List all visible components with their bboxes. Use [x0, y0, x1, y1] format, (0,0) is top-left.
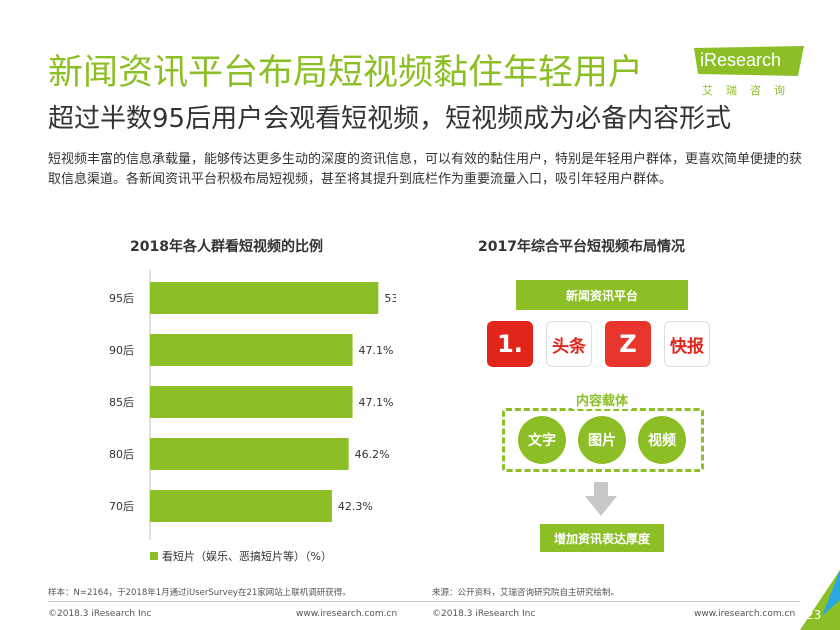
result-box: 增加资讯表达厚度 — [540, 524, 664, 552]
diagram-title: 2017年综合平台短视频布局情况 — [478, 239, 685, 255]
category-label: 95后 — [109, 292, 134, 305]
kuaibao-glyph: 快报 — [670, 336, 704, 357]
sample-footnote: 样本：N=2164，于2018年1月通过iUserSurvey在21家网站上联机… — [48, 588, 351, 598]
zaker-app-icon: Z — [605, 321, 651, 367]
zaker-glyph: Z — [619, 330, 637, 358]
footer-url-left: www.iresearch.com.cn — [296, 609, 398, 619]
corner-decoration-icon — [800, 570, 840, 630]
legend-swatch — [150, 552, 158, 560]
data-label: 53.1% — [384, 292, 396, 305]
category-label: 90后 — [109, 344, 134, 357]
page-title: 新闻资讯平台布局短视频黏住年轻用户 — [48, 53, 644, 93]
logo-banner-icon — [694, 46, 804, 76]
footer-copyright-left: ©2018.3 iResearch Inc — [48, 609, 152, 619]
description-paragraph: 短视频丰富的信息承载量，能够传达更多生动的深度的资讯信息，可以有效的黏住用户，特… — [48, 152, 803, 187]
iresearch-logo: iResearch 艾瑞咨询 — [690, 44, 808, 98]
toutiao-glyph: 头条 — [552, 336, 586, 357]
bar-chart-title: 2018年各人群看短视频的比例 — [130, 239, 323, 255]
bar — [150, 490, 332, 522]
bar — [150, 438, 349, 470]
category-label: 80后 — [109, 448, 134, 461]
page-number: 23 — [806, 608, 822, 622]
category-label: 85后 — [109, 396, 134, 409]
carrier-text-circle: 文字 — [518, 416, 566, 464]
kuaibao-app-icon: 快报 — [664, 321, 710, 367]
footer-url-right: www.iresearch.com.cn — [694, 609, 796, 619]
bar — [150, 282, 379, 314]
content-carrier-frame — [502, 408, 704, 472]
chart-legend: 看短片（娱乐、恶搞短片等）（%） — [150, 548, 332, 564]
data-label: 47.1% — [359, 396, 394, 409]
footer-divider — [48, 601, 800, 602]
content-carrier-label: 内容载体 — [572, 390, 633, 409]
toutiao-app-icon: 头条 — [546, 321, 592, 367]
platform-box: 新闻资讯平台 — [516, 280, 688, 310]
data-label: 47.1% — [359, 344, 394, 357]
carrier-video-circle: 视频 — [638, 416, 686, 464]
data-label: 42.3% — [338, 500, 373, 513]
page-subtitle: 超过半数95后用户会观看短视频，短视频成为必备内容形式 — [48, 104, 732, 134]
logo-wordmark: iResearch — [700, 50, 782, 70]
category-label: 70后 — [109, 500, 134, 513]
data-label: 46.2% — [355, 448, 390, 461]
bar-chart: 95后 53.1% 90后 47.1% 85后 47.1% 80后 46.2% 70后 42.3% — [109, 270, 396, 540]
footer-copyright-right: ©2018.3 iResearch Inc — [432, 609, 536, 619]
yidian-glyph: 1. — [497, 330, 523, 358]
bar — [150, 334, 353, 366]
logo-subtitle: 艾瑞咨询 — [702, 84, 798, 97]
down-arrow-icon — [585, 482, 617, 516]
legend-label: 看短片（娱乐、恶搞短片等）（%） — [162, 550, 332, 563]
bar — [150, 386, 353, 418]
yidian-app-icon: 1. — [487, 321, 533, 367]
source-footnote: 来源：公开资料，艾瑞咨询研究院自主研究绘制。 — [432, 588, 620, 598]
carrier-image-circle: 图片 — [578, 416, 626, 464]
